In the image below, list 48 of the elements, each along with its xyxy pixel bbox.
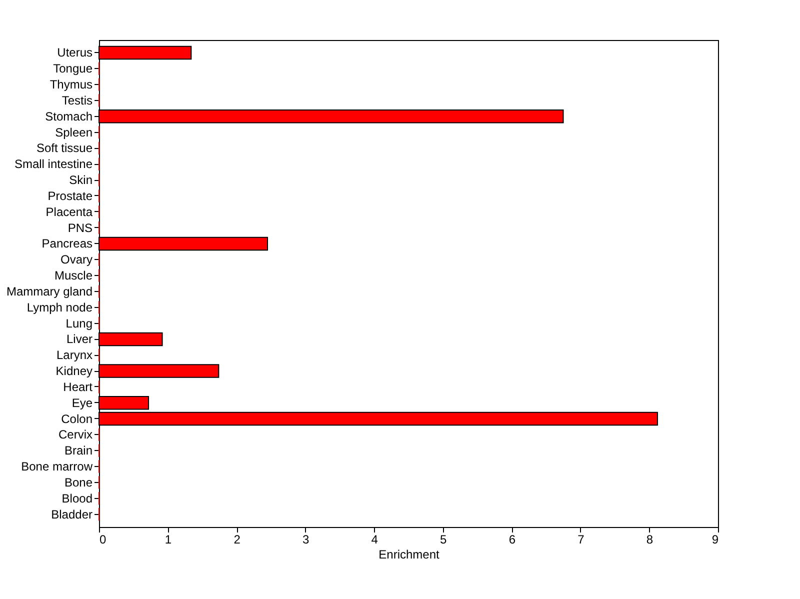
y-tick-label: Prostate [48,188,93,203]
y-tick-label: Kidney [56,364,92,378]
y-tick-label: Soft tissue [36,141,93,156]
y-tick-label: PNS [68,220,92,235]
x-tick-label: 4 [371,532,378,546]
y-tick-label: Spleen [55,125,92,140]
bar [98,364,220,378]
y-tick-label: Tongue [53,62,93,76]
y-tick-label: Stomach [45,109,92,124]
y-tick-label: Heart [63,380,94,394]
x-tick-label: 1 [164,532,172,546]
y-tick-label: Lung [66,316,92,330]
x-tick-label: 5 [440,532,448,546]
bar [98,396,150,410]
x-tick-label: 9 [712,532,719,546]
x-tick-label: 8 [646,532,654,546]
y-tick-label: Blood [62,491,92,506]
y-tick-label: Eye [72,396,93,410]
y-tick-label: Placenta [46,204,93,219]
y-tick-label: Skin [69,173,92,188]
y-tick-label: Lymph node [26,300,93,314]
bar [98,332,163,346]
y-tick-label: Small intestine [14,157,93,172]
bar [98,412,658,426]
y-tick-label: Pancreas [42,236,92,251]
x-tick-label: 7 [578,532,585,546]
x-tick-label: 3 [302,532,310,546]
y-tick-label: Cervix [58,428,92,442]
bar [98,110,564,124]
bar [98,236,268,251]
y-tick-label: Colon [61,412,92,426]
y-tick-label: Ovary [60,252,92,267]
y-tick-label: Bladder [51,507,92,522]
y-tick-label: Brain [64,444,92,458]
y-tick-label: Bone [64,475,93,490]
y-tick-label: Uterus [57,46,92,60]
x-tick-label: 6 [508,532,516,546]
y-tick-label: Muscle [54,268,93,283]
x-axis-title: Enrichment [378,548,440,562]
y-tick-label: Liver [66,332,92,346]
y-tick-label: Larynx [56,348,92,362]
y-tick-label: Thymus [50,78,92,92]
x-tick-label: 2 [234,532,241,546]
x-tick-label: 0 [100,532,106,546]
y-tick-label: Mammary gland [6,284,92,298]
y-tick-label: Testis [62,93,92,108]
bar [98,46,192,60]
y-tick-label: Bone marrow [21,460,93,474]
